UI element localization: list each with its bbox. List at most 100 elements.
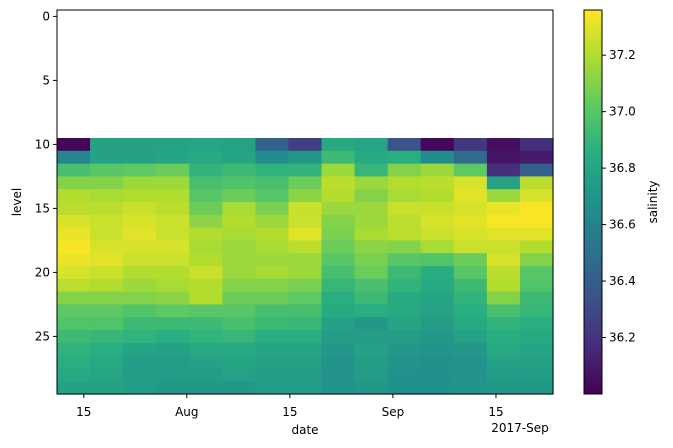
heatmap-cell [519, 342, 554, 357]
heatmap-cell [222, 138, 256, 152]
heatmap-cell [486, 202, 521, 216]
heatmap-cell [222, 291, 256, 305]
heatmap-cell [420, 138, 455, 152]
heatmap-cell [453, 227, 488, 241]
heatmap-cell [255, 342, 290, 357]
heatmap-cell [387, 227, 422, 241]
heatmap-cell [90, 304, 124, 318]
heatmap-cell [123, 240, 157, 254]
heatmap-cell [453, 189, 488, 203]
heatmap-cell [486, 381, 521, 395]
heatmap-cell [453, 291, 488, 305]
heatmap-cell [321, 342, 356, 357]
heatmap-cell [519, 368, 554, 382]
heatmap-cell [354, 176, 389, 190]
heatmap-cell [387, 291, 422, 305]
heatmap-cell [420, 291, 455, 305]
heatmap-cell [387, 368, 422, 382]
heatmap-cell [222, 176, 256, 190]
heatmap-cell [321, 214, 356, 229]
heatmap-cell [156, 266, 190, 280]
heatmap-cell [156, 368, 190, 382]
heatmap-cell [420, 355, 455, 369]
heatmap-cell [156, 189, 190, 203]
heatmap-cell [354, 253, 389, 267]
heatmap-cell [453, 138, 488, 152]
heatmap-cell [354, 227, 389, 241]
heatmap-cell [156, 330, 190, 344]
heatmap-cell [156, 342, 190, 357]
heatmap-cell [222, 227, 256, 241]
colorbar-tick-label: 36.4 [609, 274, 636, 288]
heatmap-cell [90, 342, 124, 357]
y-axis-label: level [10, 188, 24, 217]
heatmap-cell [519, 317, 554, 331]
heatmap-cell [453, 150, 488, 165]
heatmap-cell [222, 266, 256, 280]
heatmap-cell [453, 342, 488, 357]
heatmap-cell [387, 163, 422, 177]
heatmap-cell [288, 227, 323, 241]
heatmap-cell [420, 317, 455, 331]
heatmap-cell [387, 304, 422, 318]
heatmap-cell [486, 355, 521, 369]
heatmap-cell [189, 278, 223, 293]
heatmap-cell [57, 214, 91, 229]
heatmap-cells [57, 138, 554, 395]
heatmap-cell [123, 330, 157, 344]
heatmap-cell [189, 317, 223, 331]
heatmap-cell [90, 381, 124, 395]
heatmap-cell [486, 150, 521, 165]
heatmap-cell [519, 202, 554, 216]
heatmap-cell [387, 138, 422, 152]
heatmap-cell [321, 368, 356, 382]
heatmap-cell [486, 253, 521, 267]
heatmap-cell [453, 330, 488, 344]
heatmap-cell [57, 330, 91, 344]
heatmap-cell [453, 317, 488, 331]
heatmap-cell [189, 227, 223, 241]
heatmap-cell [354, 266, 389, 280]
heatmap-cell [57, 291, 91, 305]
heatmap-cell [486, 368, 521, 382]
heatmap-cell [321, 291, 356, 305]
heatmap-cell [453, 381, 488, 395]
heatmap-cell [57, 253, 91, 267]
heatmap-cell [90, 227, 124, 241]
heatmap-cell [156, 317, 190, 331]
x-tick-label: 15 [76, 405, 91, 419]
heatmap-cell [354, 355, 389, 369]
heatmap-cell [156, 304, 190, 318]
x-tick-label: 2017-Sep [491, 421, 549, 435]
heatmap-cell [486, 138, 521, 152]
heatmap-cell [222, 253, 256, 267]
heatmap-cell [123, 342, 157, 357]
heatmap-cell [156, 278, 190, 293]
heatmap-cell [288, 278, 323, 293]
heatmap-cell [288, 176, 323, 190]
heatmap-cell [387, 330, 422, 344]
heatmap-cell [321, 176, 356, 190]
heatmap-cell [288, 202, 323, 216]
heatmap-cell [123, 317, 157, 331]
heatmap-cell [354, 138, 389, 152]
heatmap-cell [354, 189, 389, 203]
heatmap-cell [189, 214, 223, 229]
heatmap-cell [387, 355, 422, 369]
heatmap-cell [156, 355, 190, 369]
heatmap-cell [453, 266, 488, 280]
heatmap-cell [189, 381, 223, 395]
heatmap-cell [255, 368, 290, 382]
heatmap-cell [57, 163, 91, 177]
heatmap-cell [354, 342, 389, 357]
colorbar [583, 9, 603, 395]
heatmap-cell [354, 214, 389, 229]
heatmap-cell [222, 330, 256, 344]
heatmap-cell [420, 253, 455, 267]
heatmap-cell [321, 355, 356, 369]
heatmap-cell [90, 214, 124, 229]
heatmap-cell [90, 291, 124, 305]
heatmap-cell [486, 189, 521, 203]
heatmap-cell [387, 176, 422, 190]
heatmap-cell [189, 163, 223, 177]
